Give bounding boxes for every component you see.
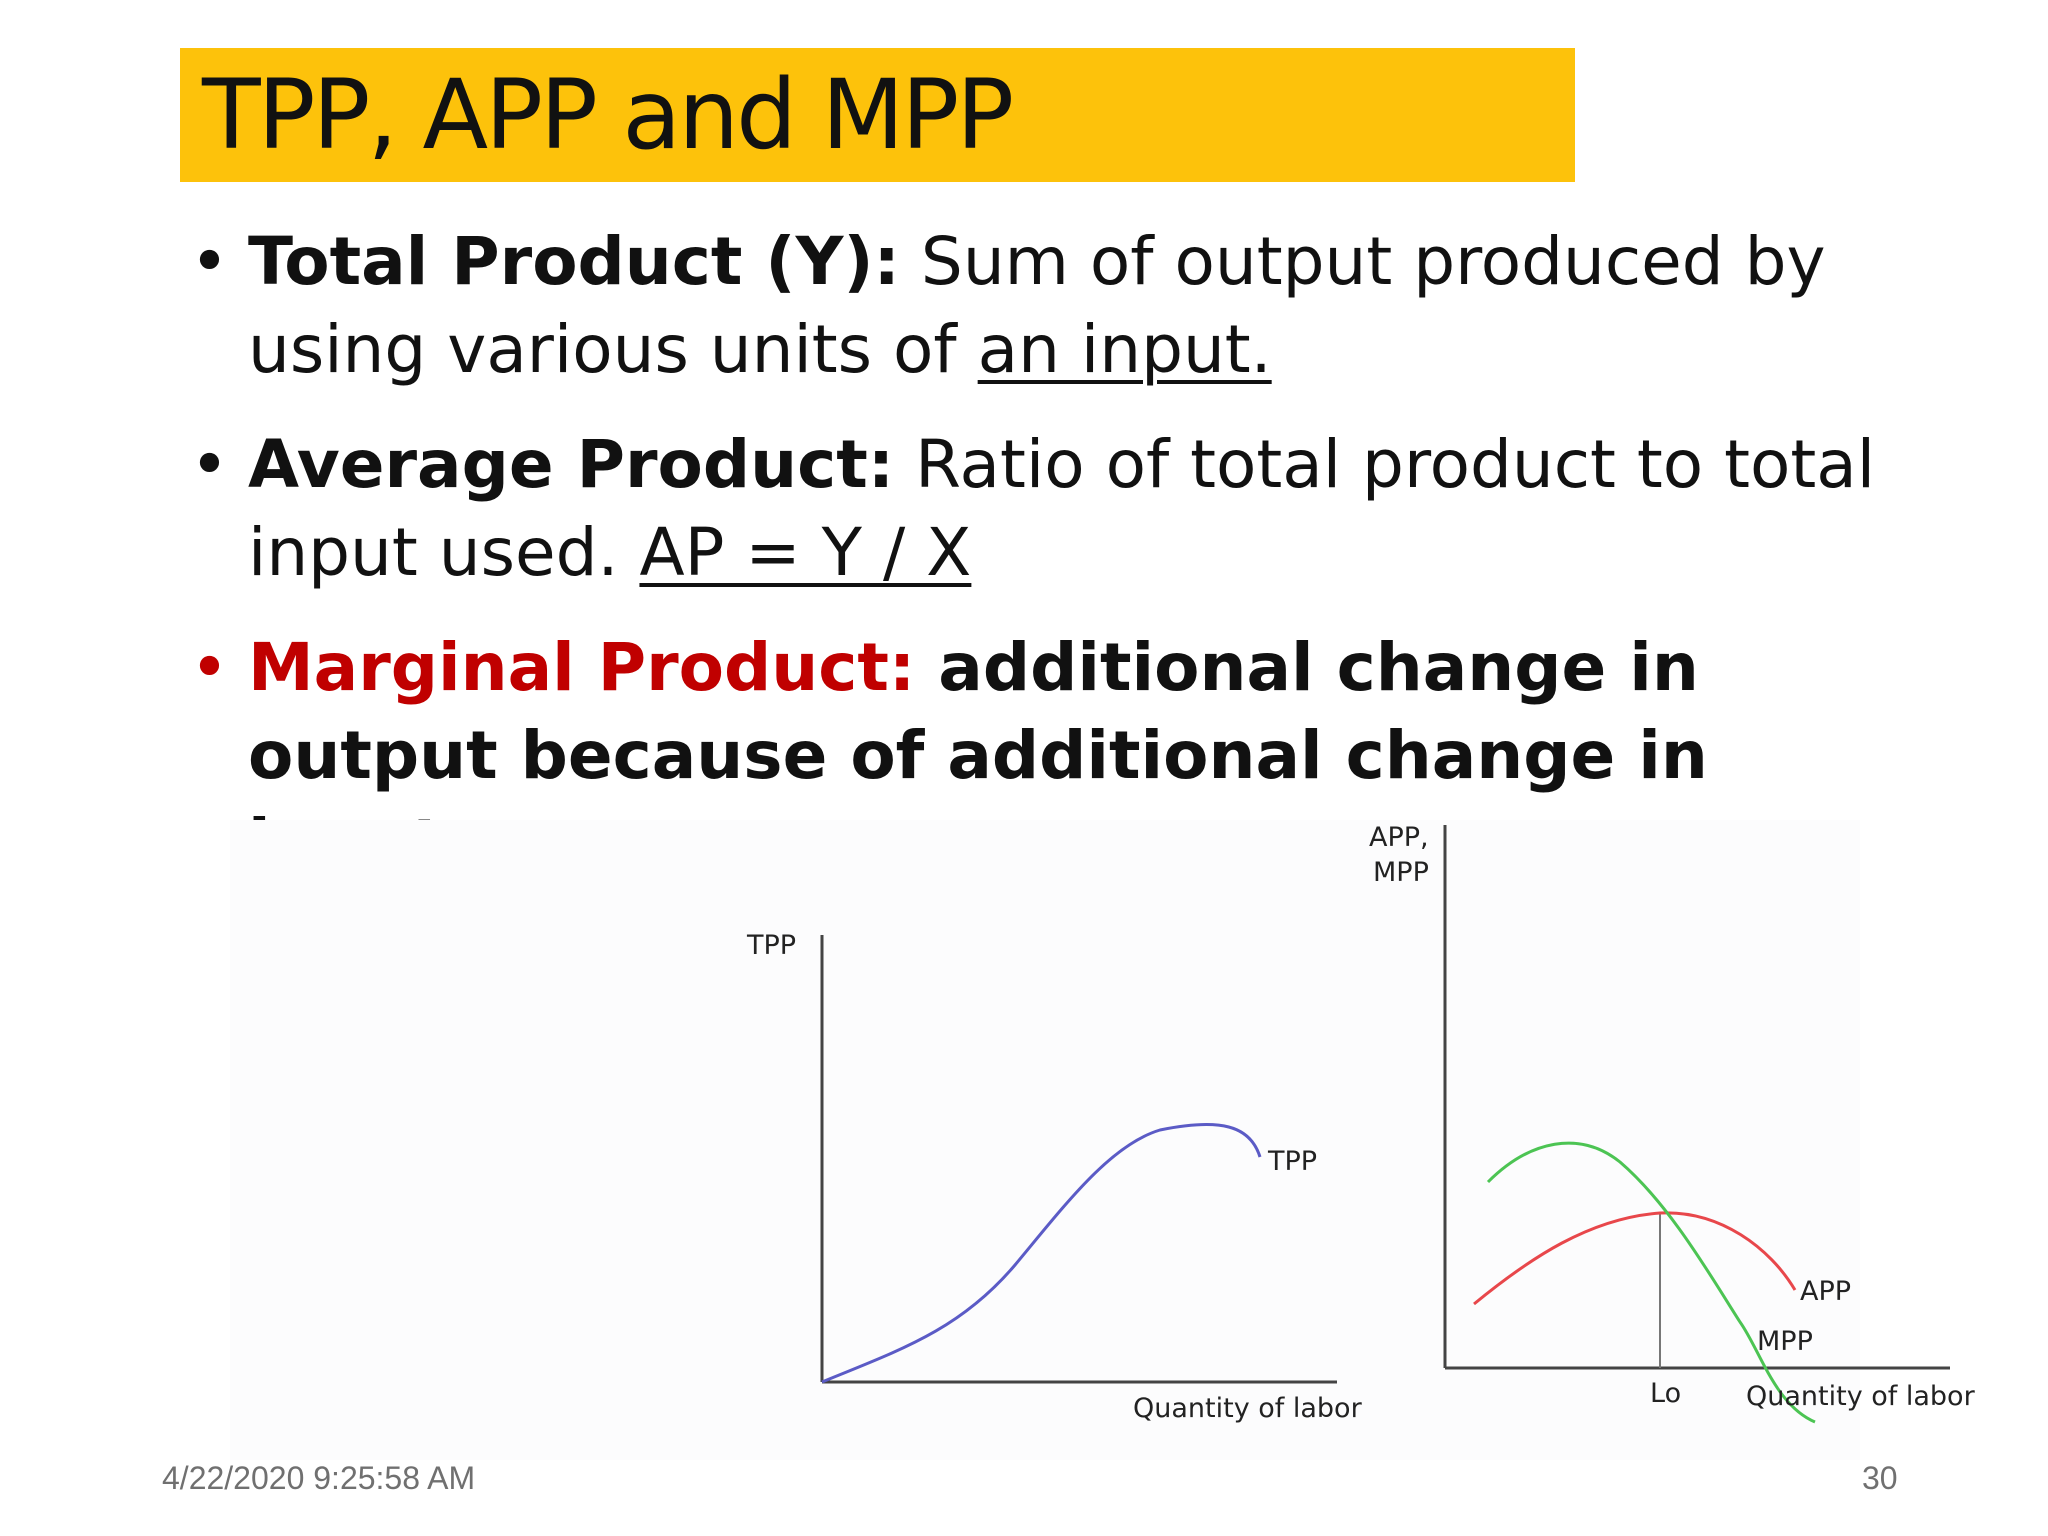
mpp-curve-label: MPP	[1757, 1326, 1813, 1357]
bullet-dot: •	[190, 426, 229, 503]
tpp-y-axis-label: TPP	[746, 930, 796, 961]
bullet-text: Ratio of total product to total input us…	[248, 426, 1876, 591]
mpp-curve	[1486, 1141, 1816, 1424]
footer-date: 4/22/2020 9:25:58 AM	[162, 1460, 476, 1496]
bullet-term: Average Product:	[248, 426, 895, 503]
slide-title: TPP, APP and MPP	[202, 59, 1014, 171]
app-mpp-x-axis-label: Quantity of labor	[1746, 1381, 1976, 1412]
bullet-dot: •	[190, 629, 229, 706]
app-curve-label: APP	[1800, 1276, 1851, 1307]
footer-page-number: 30	[1862, 1460, 1898, 1496]
bullet-term: Marginal Product:	[248, 629, 916, 706]
app-curve	[1473, 1211, 1797, 1306]
tpp-x-axis-label: Quantity of labor	[1133, 1393, 1363, 1424]
bullet-text: Sum of output produced by using various …	[248, 223, 1826, 388]
title-banner: TPP, APP and MPP	[180, 48, 1575, 182]
bullet-dot: •	[190, 223, 229, 300]
app-mpp-y-axis-label-line1: APP,	[1369, 822, 1429, 853]
tpp-curve	[821, 1123, 1262, 1384]
bullet-underlined-text: AP = Y / X	[639, 514, 972, 591]
bullet-term: Total Product (Y):	[248, 223, 900, 300]
bullet-underlined-text: an input.	[977, 311, 1272, 388]
tpp-curve-label: TPP	[1267, 1146, 1317, 1177]
bullet-total-product: • Total Product (Y): Sum of output produ…	[190, 218, 1940, 394]
diagram-background	[230, 820, 1860, 1460]
bullet-list: • Total Product (Y): Sum of output produ…	[190, 218, 1940, 915]
lo-label: Lo	[1650, 1378, 1681, 1409]
app-mpp-y-axis-label-line2: MPP	[1373, 857, 1429, 888]
bullet-average-product: • Average Product: Ratio of total produc…	[190, 421, 1940, 597]
